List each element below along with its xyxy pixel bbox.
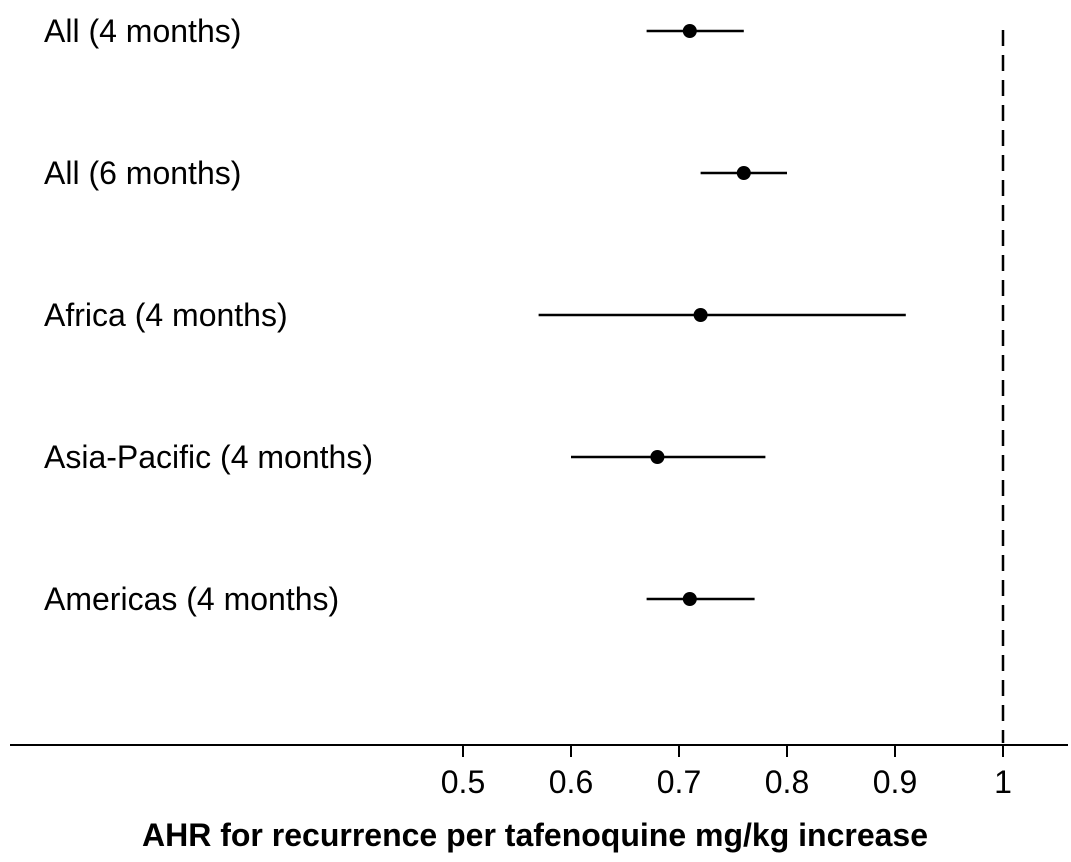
forest-row: Asia-Pacific (4 months) (44, 439, 766, 475)
rows-layer: All (4 months) All (6 months) Africa (4 mo… (44, 13, 906, 617)
row-label: All (4 months) (44, 13, 241, 49)
forest-row: All (4 months) (44, 13, 744, 49)
x-axis-ticks: 0.5 0.6 0.7 0.8 0.9 1 (441, 745, 1012, 800)
row-label: Asia-Pacific (4 months) (44, 439, 373, 475)
x-tick-label: 0.8 (765, 764, 809, 800)
x-tick-label: 1 (994, 764, 1012, 800)
x-tick-label: 0.6 (549, 764, 593, 800)
forest-row: Africa (4 months) (44, 297, 906, 333)
forest-row: All (6 months) (44, 155, 787, 191)
row-label: Americas (4 months) (44, 581, 339, 617)
point-estimate-marker (693, 308, 708, 322)
forest-row: Americas (4 months) (44, 581, 755, 617)
x-tick-label: 0.5 (441, 764, 485, 800)
x-tick-label: 0.7 (657, 764, 701, 800)
point-estimate-marker (650, 450, 665, 464)
point-estimate-marker (682, 592, 697, 606)
x-axis-title: AHR for recurrence per tafenoquine mg/kg… (142, 817, 928, 853)
x-tick-label: 0.9 (873, 764, 917, 800)
row-label: Africa (4 months) (44, 297, 288, 333)
point-estimate-marker (682, 24, 697, 38)
row-label: All (6 months) (44, 155, 241, 191)
point-estimate-marker (736, 166, 751, 180)
